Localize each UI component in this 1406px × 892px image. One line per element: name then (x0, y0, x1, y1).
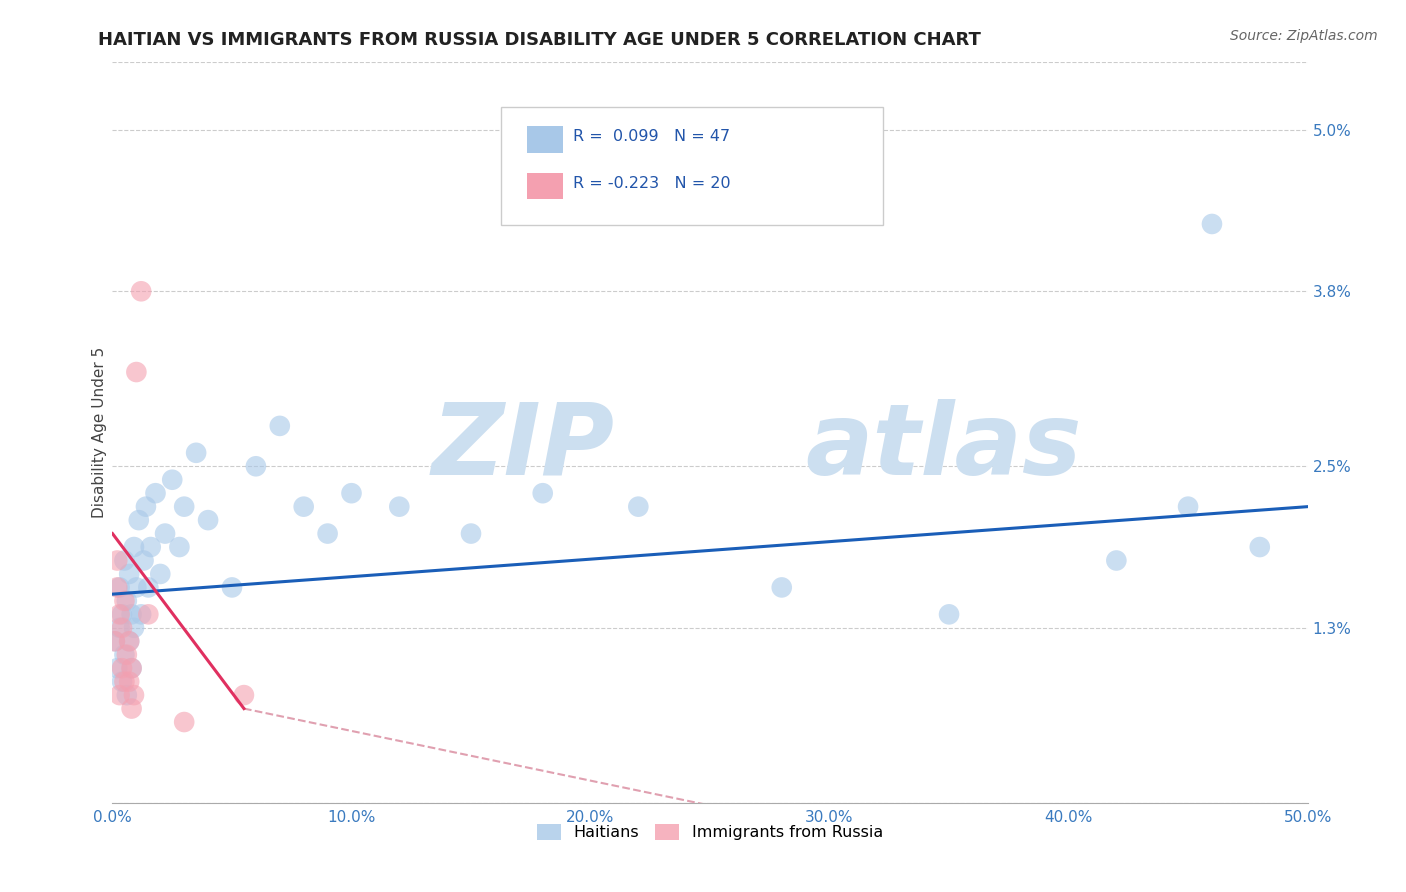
Y-axis label: Disability Age Under 5: Disability Age Under 5 (91, 347, 107, 518)
Point (111, 607, 134, 622)
Point (221, 581, 243, 595)
Point (114, 648, 135, 662)
Point (105, 661, 128, 675)
Point (388, 500, 411, 514)
Point (233, 688, 256, 702)
Point (1105, 553, 1128, 567)
FancyBboxPatch shape (501, 107, 883, 226)
Legend: Haitians, Immigrants from Russia: Haitians, Immigrants from Russia (530, 817, 890, 847)
Text: ZIP: ZIP (432, 399, 614, 496)
Point (111, 674, 134, 689)
Point (1249, 540, 1271, 554)
Point (122, 540, 145, 554)
Point (114, 553, 135, 567)
Point (129, 607, 152, 622)
Point (122, 688, 145, 702)
Point (173, 714, 195, 729)
Point (111, 661, 134, 675)
Point (197, 513, 219, 527)
Point (138, 581, 160, 595)
Point (118, 634, 141, 648)
Point (122, 621, 145, 635)
Point (132, 553, 155, 567)
Point (145, 486, 167, 500)
Point (115, 648, 138, 662)
Bar (527, 173, 562, 200)
Point (104, 634, 127, 648)
Point (627, 500, 650, 514)
Bar (527, 126, 562, 153)
Point (125, 365, 148, 379)
Point (121, 661, 143, 675)
Point (316, 526, 339, 541)
Point (104, 634, 127, 648)
Point (138, 607, 160, 622)
Point (108, 688, 131, 702)
Point (111, 621, 134, 635)
Point (245, 459, 267, 474)
Point (186, 446, 208, 460)
Text: HAITIAN VS IMMIGRANTS FROM RUSSIA DISABILITY AGE UNDER 5 CORRELATION CHART: HAITIAN VS IMMIGRANTS FROM RUSSIA DISABI… (98, 31, 981, 49)
Point (121, 701, 143, 715)
Point (292, 500, 315, 514)
Point (770, 581, 793, 595)
Point (135, 500, 157, 514)
Point (125, 581, 148, 595)
Point (269, 418, 291, 433)
Text: Source: ZipAtlas.com: Source: ZipAtlas.com (1230, 29, 1378, 43)
Point (105, 581, 128, 595)
Point (340, 486, 363, 500)
Point (128, 513, 150, 527)
Point (938, 607, 960, 622)
Text: R =  0.099   N = 47: R = 0.099 N = 47 (572, 129, 730, 144)
Point (108, 621, 131, 635)
Point (115, 688, 138, 702)
Point (129, 285, 152, 299)
Point (118, 634, 141, 648)
Point (139, 540, 162, 554)
Point (149, 566, 172, 581)
Point (115, 594, 138, 608)
Text: atlas: atlas (806, 399, 1083, 496)
Point (121, 607, 143, 622)
Point (169, 540, 191, 554)
Point (118, 566, 141, 581)
Point (105, 553, 128, 567)
Point (114, 674, 135, 689)
Point (121, 661, 143, 675)
Point (460, 526, 482, 541)
Point (531, 486, 554, 500)
Point (118, 674, 141, 689)
Point (1177, 500, 1199, 514)
Point (162, 473, 183, 487)
Point (108, 581, 131, 595)
Point (153, 526, 176, 541)
Point (108, 607, 131, 622)
Text: R = -0.223   N = 20: R = -0.223 N = 20 (572, 176, 730, 191)
Point (173, 500, 195, 514)
Point (114, 594, 135, 608)
Point (1201, 217, 1223, 231)
